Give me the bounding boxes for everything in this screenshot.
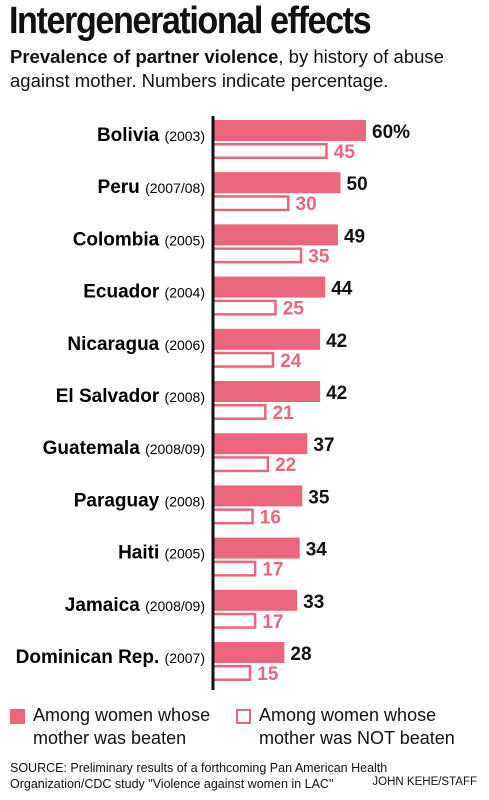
- bar-chart: Bolivia (2003) 60% 45 Peru (2007/08) 50 30 Col…: [16, 116, 410, 690]
- value-label-beaten: 37: [313, 435, 334, 456]
- category-year: (2008/09): [145, 598, 205, 614]
- value-label-beaten: 35: [308, 487, 330, 508]
- bar-not-beaten: [211, 143, 328, 159]
- source-note: SOURCE: Preliminary results of a forthco…: [10, 761, 388, 791]
- value-label-not-beaten: 22: [275, 455, 296, 476]
- bar-beaten: [213, 328, 321, 350]
- legend-swatch-outline: [236, 709, 251, 724]
- category-year: (2004): [165, 285, 205, 301]
- bar-not-beaten: [211, 247, 303, 264]
- bar-not-beaten: [211, 351, 275, 368]
- value-label-not-beaten: 21: [273, 403, 295, 424]
- category-label: Peru (2007/08): [98, 177, 205, 198]
- category-year: (2005): [165, 546, 205, 562]
- category-name: Nicaragua: [67, 334, 164, 355]
- category-name: Paraguay: [74, 490, 165, 511]
- category-name: Jamaica: [65, 595, 145, 616]
- legend-label-not-beaten: Among women whose mother was NOT beaten: [259, 705, 455, 748]
- value-label-not-beaten: 16: [260, 507, 281, 528]
- category-year: (2008): [165, 493, 205, 509]
- category-name: Haiti: [118, 543, 164, 564]
- category-label: El Salvador (2008): [56, 386, 205, 407]
- bar-beaten: [213, 433, 308, 455]
- value-label-beaten: 34: [306, 540, 328, 561]
- value-label-beaten: 28: [290, 644, 311, 665]
- category-label: Nicaragua (2006): [67, 334, 205, 355]
- value-label-beaten: 42: [326, 383, 347, 404]
- bar-not-beaten: [211, 195, 290, 212]
- category-year: (2006): [165, 337, 205, 353]
- chart-subtitle: Prevalence of partner violence, by histo…: [10, 45, 480, 93]
- subtitle-rest: , by history of abuse against mother. Nu…: [10, 46, 444, 91]
- bar-not-beaten: [211, 508, 254, 525]
- credit-line: JOHN KEHE/STAFF: [372, 776, 477, 788]
- value-label-beaten: 44: [331, 279, 353, 300]
- legend-item-not-beaten: Among women whose mother was NOT beaten: [236, 704, 459, 750]
- bar-beaten: [213, 485, 303, 507]
- category-label: Ecuador (2004): [83, 282, 205, 303]
- legend-item-beaten: Among women whose mother was beaten: [10, 704, 213, 750]
- category-name: Guatemala: [43, 438, 145, 459]
- category-label: Bolivia (2003): [97, 125, 205, 146]
- bar-beaten: [213, 381, 321, 402]
- category-year: (2005): [165, 232, 205, 248]
- category-name: El Salvador: [56, 386, 165, 407]
- value-label-not-beaten: 35: [308, 246, 330, 267]
- bar-not-beaten: [211, 299, 277, 316]
- value-label-beaten: 50: [347, 174, 368, 195]
- category-year: (2008): [165, 389, 205, 405]
- bar-beaten: [213, 537, 300, 559]
- category-year: (2007/08): [145, 180, 205, 196]
- bar-beaten: [213, 172, 341, 194]
- legend-swatch-filled: [10, 709, 25, 724]
- value-label-not-beaten: 24: [280, 351, 302, 372]
- legend-label-beaten: Among women whose mother was beaten: [33, 705, 211, 748]
- subtitle-bold: Prevalence of partner violence: [10, 46, 279, 67]
- category-label: Paraguay (2008): [74, 490, 205, 511]
- bar-beaten: [213, 224, 338, 246]
- bar-beaten: [213, 120, 366, 141]
- category-label: Haiti (2005): [118, 543, 205, 564]
- value-label-not-beaten: 25: [283, 299, 305, 320]
- value-label-not-beaten: 17: [262, 560, 283, 581]
- bar-beaten: [213, 642, 285, 663]
- bar-not-beaten: [211, 612, 257, 629]
- category-year: (2008/09): [145, 441, 205, 457]
- chart-title: Intergenerational effects: [9, 0, 372, 42]
- value-label-not-beaten: 30: [296, 194, 317, 215]
- value-label-beaten: 60%: [372, 122, 410, 143]
- category-name: Colombia: [73, 229, 165, 250]
- category-label: Guatemala (2008/09): [43, 438, 205, 459]
- value-label-not-beaten: 17: [262, 612, 283, 633]
- category-label: Jamaica (2008/09): [65, 595, 205, 616]
- value-label-beaten: 49: [344, 226, 365, 247]
- bar-beaten: [213, 589, 298, 611]
- category-name: Bolivia: [97, 125, 165, 146]
- category-name: Ecuador: [83, 282, 164, 303]
- category-year: (2003): [165, 128, 205, 144]
- category-label: Dominican Rep. (2007): [16, 647, 205, 668]
- category-name: Peru: [98, 177, 146, 198]
- bar-not-beaten: [211, 665, 252, 681]
- value-label-beaten: 42: [326, 331, 347, 352]
- bar-not-beaten: [211, 404, 267, 420]
- category-name: Dominican Rep.: [16, 647, 165, 668]
- category-year: (2007): [165, 650, 205, 666]
- bar-not-beaten: [211, 456, 270, 473]
- value-label-not-beaten: 15: [257, 664, 279, 685]
- value-label-not-beaten: 45: [334, 142, 356, 163]
- bar-beaten: [213, 276, 326, 298]
- value-label-beaten: 33: [303, 592, 324, 613]
- bar-not-beaten: [211, 560, 257, 577]
- category-label: Colombia (2005): [73, 229, 205, 250]
